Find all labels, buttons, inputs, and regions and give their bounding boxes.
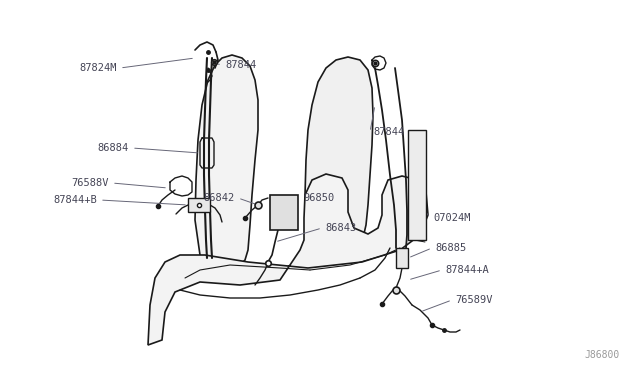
FancyBboxPatch shape: [188, 198, 210, 212]
Text: 76588V: 76588V: [72, 178, 109, 188]
Text: 86884: 86884: [98, 143, 129, 153]
FancyBboxPatch shape: [270, 195, 298, 230]
Text: 86843: 86843: [325, 223, 356, 233]
Text: 87844: 87844: [225, 60, 256, 70]
Text: 86842: 86842: [204, 193, 235, 203]
Text: 87844+A: 87844+A: [445, 265, 489, 275]
Polygon shape: [305, 57, 373, 252]
Text: J86800: J86800: [585, 350, 620, 360]
Text: 87844+B: 87844+B: [53, 195, 97, 205]
Text: 76589V: 76589V: [455, 295, 493, 305]
Text: 96850: 96850: [303, 193, 334, 203]
FancyBboxPatch shape: [396, 248, 408, 268]
Text: 07024M: 07024M: [433, 213, 470, 223]
Text: 87844: 87844: [373, 127, 404, 137]
Polygon shape: [148, 174, 428, 345]
Text: 87824M: 87824M: [79, 63, 117, 73]
Text: 86885: 86885: [435, 243, 467, 253]
Polygon shape: [195, 55, 258, 268]
FancyBboxPatch shape: [408, 130, 426, 240]
